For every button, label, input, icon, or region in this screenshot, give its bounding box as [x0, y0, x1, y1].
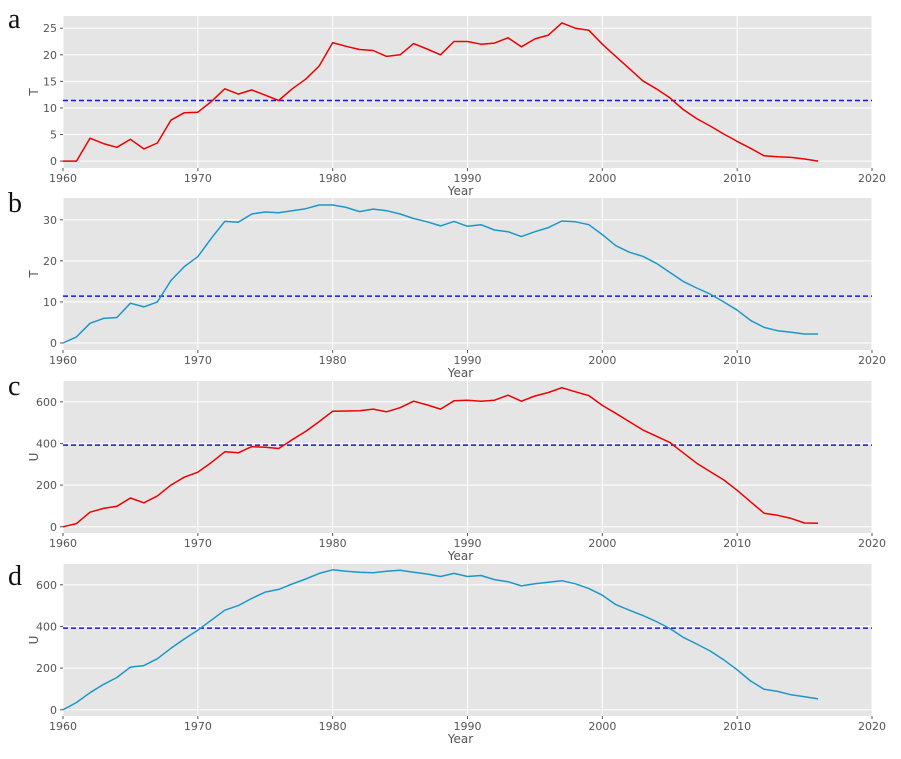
chart-b-panel-letter: b: [8, 188, 22, 219]
chart-b-xaxis-label: Year: [447, 366, 473, 380]
chart-d-yaxis-label: U: [27, 636, 41, 645]
chart-c-xtick-label-0: 1960: [49, 537, 77, 550]
chart-b-panel: 1960 1970 1980 1990 2000 2010 2020 0 10 20 30 Year T…: [8, 188, 886, 380]
chart-b-yaxis-label: T: [27, 270, 41, 279]
chart-b-ytick-label-2: 20: [43, 255, 57, 268]
chart-a-ytick-label-3: 15: [43, 75, 57, 88]
chart-c-xtick-label-3: 1990: [454, 537, 482, 550]
chart-a-xtick-label-2: 1980: [319, 172, 347, 185]
chart-a-xtick-label-1: 1970: [184, 172, 212, 185]
chart-a-xtick-label-3: 1990: [454, 172, 482, 185]
chart-d-ytick-label-0: 0: [50, 704, 57, 717]
chart-d-panel: 1960 1970 1980 1990 2000 2010 2020 0 200 400 600 Ye…: [8, 561, 886, 746]
chart-d-xaxis-label: Year: [447, 732, 473, 746]
chart-c-ytick-label-0: 0: [50, 521, 57, 534]
chart-b-xtick-label-3: 1990: [454, 354, 482, 367]
chart-b-series-line-0: [62, 204, 819, 344]
chart-b-xtick-label-6: 2020: [858, 354, 886, 367]
chart-d-ytick-label-3: 600: [36, 579, 57, 592]
chart-c-panel-letter: c: [8, 371, 20, 402]
chart-b-ytick-label-3: 30: [43, 214, 57, 227]
chart-c-xtick-label-4: 2000: [588, 537, 616, 550]
chart-a-xaxis-label: Year: [447, 184, 473, 198]
chart-d-ytick-label-2: 400: [36, 620, 57, 633]
chart-a-xtick-label-6: 2020: [858, 172, 886, 185]
chart-c-series-line-0: [62, 386, 819, 528]
chart-a-ytick-label-1: 5: [50, 129, 57, 142]
chart-a-xtick-label-4: 2000: [588, 172, 616, 185]
chart-d-ytick-label-1: 200: [36, 662, 57, 675]
chart-d-xtick-label-5: 2010: [723, 720, 751, 733]
chart-a-xtick-label-5: 2010: [723, 172, 751, 185]
chart-c-xaxis-label: Year: [447, 549, 473, 563]
chart-d-series-line-0: [62, 569, 819, 711]
chart-d-panel-letter: d: [8, 561, 22, 592]
chart-c-yaxis-label: U: [27, 453, 41, 462]
chart-d-xtick-label-2: 1980: [319, 720, 347, 733]
chart-c-xtick-label-2: 1980: [319, 537, 347, 550]
chart-c-ytick-label-3: 600: [36, 396, 57, 409]
chart-d-xtick-label-4: 2000: [588, 720, 616, 733]
chart-b-xtick-label-2: 1980: [319, 354, 347, 367]
chart-a-xtick-label-0: 1960: [49, 172, 77, 185]
chart-a-ytick-label-0: 0: [50, 155, 57, 168]
chart-d-xtick-label-3: 1990: [454, 720, 482, 733]
chart-d-xtick-label-6: 2020: [858, 720, 886, 733]
chart-b-xtick-label-4: 2000: [588, 354, 616, 367]
chart-c-xtick-label-5: 2010: [723, 537, 751, 550]
chart-b-xtick-label-5: 2010: [723, 354, 751, 367]
chart-c-xtick-label-1: 1970: [184, 537, 212, 550]
chart-a-ytick-label-4: 20: [43, 49, 57, 62]
chart-b-ytick-label-1: 10: [43, 296, 57, 309]
chart-c-ytick-label-2: 400: [36, 437, 57, 450]
chart-c-ytick-label-1: 200: [36, 479, 57, 492]
chart-b-ytick-label-0: 0: [50, 337, 57, 350]
chart-d-xtick-label-1: 1970: [184, 720, 212, 733]
chart-a-panel-letter: a: [8, 4, 21, 35]
chart-c-panel: 1960 1970 1980 1990 2000 2010 2020 0 200 400 600 Ye…: [8, 371, 886, 563]
chart-a-ytick-label-5: 25: [43, 22, 57, 35]
chart-c-xtick-label-6: 2020: [858, 537, 886, 550]
chart-b-xtick-label-1: 1970: [184, 354, 212, 367]
chart-a-ytick-label-2: 10: [43, 102, 57, 115]
chart-b-xtick-label-0: 1960: [49, 354, 77, 367]
chart-a-panel: 1960 1970 1980 1990 2000 2010 2020 0 5 10 15 20 25 Ye…: [8, 4, 886, 198]
chart-a-series-line-0: [63, 22, 819, 162]
chart-d-xtick-label-0: 1960: [49, 720, 77, 733]
chart-a-yaxis-label: T: [27, 88, 41, 97]
